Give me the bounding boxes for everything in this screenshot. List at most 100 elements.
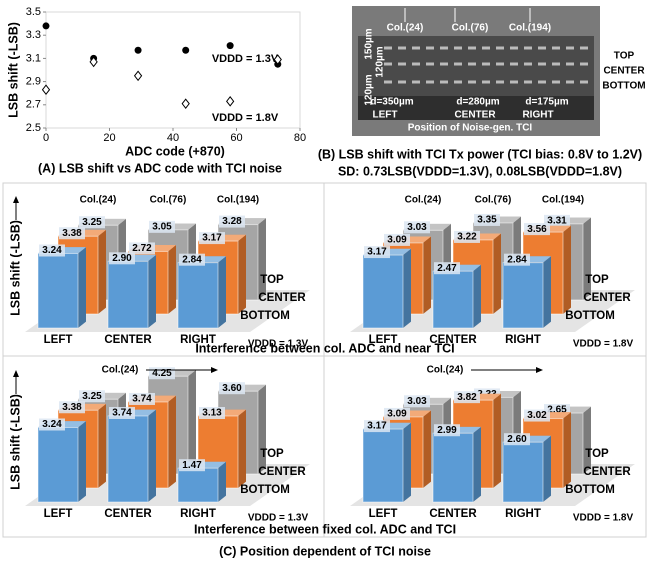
position-label: LEFT	[373, 110, 398, 121]
value-label: 3.13	[202, 408, 222, 419]
row-label: CENTER	[583, 466, 631, 478]
value-label: 3.17	[367, 247, 387, 258]
category-label: CENTER	[429, 334, 477, 346]
distance-label: d=350µm	[370, 97, 413, 108]
bar-shade	[403, 249, 411, 328]
bar-shade	[148, 255, 156, 328]
value-label: 3.25	[82, 217, 102, 228]
bar-shade	[493, 394, 501, 488]
y-tick-label: 2.7	[26, 99, 41, 111]
y-tick-label: 3.5	[26, 6, 41, 18]
dimension-label: 150µm	[364, 28, 375, 59]
caption-b: (B) LSB shift with TCI Tx power (TCI bia…	[318, 147, 642, 161]
dimension-label: 120µm	[375, 46, 386, 77]
micrograph-region	[358, 36, 594, 98]
row-label: TOP	[585, 448, 609, 460]
bar-shade	[543, 256, 551, 328]
bar-shade	[543, 436, 551, 502]
column-label: Col.(24)	[387, 23, 424, 34]
bar-shade	[403, 423, 411, 502]
category-label: LEFT	[44, 508, 73, 520]
bar-shade	[78, 421, 86, 502]
value-label: 3.56	[527, 224, 547, 235]
point	[182, 47, 189, 54]
position-label: CENTER	[454, 110, 496, 121]
y-tick-label: 3.3	[26, 29, 41, 41]
caption-a: (A) LSB shift vs ADC code with TCI noise	[38, 161, 282, 175]
bar-shade	[218, 256, 226, 328]
category-label: CENTER	[104, 508, 152, 520]
value-label: 3.38	[62, 228, 82, 239]
value-label: 3.03	[407, 222, 427, 233]
category-label: RIGHT	[505, 334, 541, 346]
category-label: CENTER	[104, 334, 152, 346]
bar	[363, 255, 403, 328]
value-label: 3.24	[42, 245, 62, 256]
bar	[38, 253, 78, 328]
bar	[503, 442, 543, 502]
value-label: 2.84	[182, 254, 202, 265]
row-label: CENTER	[583, 292, 631, 304]
row-label: TOP	[260, 448, 284, 460]
value-label: 3.82	[457, 392, 477, 403]
bar	[433, 271, 473, 328]
arrow-head	[211, 367, 218, 373]
bar	[38, 427, 78, 502]
bar-shade	[188, 370, 196, 474]
y-axis-title: LSB shift (-LSB)	[8, 394, 22, 490]
bar-shade	[563, 226, 571, 314]
value-label: 2.47	[437, 263, 457, 274]
bar-shade	[423, 237, 431, 314]
value-label: 3.09	[387, 235, 407, 246]
bar-shade	[238, 235, 246, 314]
value-label: 3.09	[387, 409, 407, 420]
bar-shade	[218, 462, 226, 502]
point	[227, 42, 234, 49]
point	[135, 71, 142, 80]
row-label: BOTTOM	[240, 484, 290, 496]
caption-b-sd: SD: 0.73LSB(VDDD=1.3V), 0.08LSB(VDDD=1.8…	[338, 164, 622, 178]
category-label: CENTER	[429, 508, 477, 520]
value-label: 3.74	[112, 408, 132, 419]
row-label: TOP	[614, 51, 635, 62]
position-label: RIGHT	[522, 110, 553, 121]
figure: ADC code (+870) (A) LSB shift vs ADC cod…	[0, 0, 649, 563]
column-label: Col.(24)	[80, 195, 117, 206]
section-title: Interference between fixed col. ADC and …	[194, 522, 456, 536]
arrow-head	[13, 370, 19, 377]
category-label: LEFT	[44, 334, 73, 346]
value-label: 3.31	[547, 216, 567, 227]
bar-shade	[493, 234, 501, 314]
value-label: 3.03	[407, 396, 427, 407]
section-title: Interference between col. ADC and near T…	[195, 341, 454, 355]
column-label: Col.(76)	[452, 23, 489, 34]
column-label: Col.(24)	[102, 365, 139, 376]
value-label: 2.72	[132, 243, 152, 254]
row-label: BOTTOM	[565, 484, 615, 496]
bar-shade	[168, 396, 176, 488]
y-axis-title: LSB shift (-LSB)	[6, 22, 20, 118]
column-label: Col.(194)	[509, 23, 551, 34]
bar-shade	[98, 230, 106, 314]
bar-shade	[78, 247, 86, 328]
bar-shade	[563, 412, 571, 488]
row-label: CENTER	[603, 66, 645, 77]
value-label: 3.25	[82, 391, 102, 402]
bar-shade	[98, 404, 106, 488]
x-tick-label: 0	[43, 132, 49, 144]
row-label: TOP	[260, 274, 284, 286]
bar	[433, 433, 473, 502]
column-label: Col.(24)	[405, 195, 442, 206]
bar-shade	[473, 427, 481, 502]
plot-area	[46, 12, 300, 128]
category-label: RIGHT	[180, 508, 216, 520]
note: VDDD = 1.3V	[248, 513, 309, 524]
bar-shade	[583, 407, 591, 474]
category-label: LEFT	[369, 508, 398, 520]
value-label: 3.24	[42, 419, 62, 430]
row-label: BOTTOM	[602, 81, 645, 92]
value-label: 3.38	[62, 402, 82, 413]
bar	[108, 416, 148, 502]
bar	[178, 263, 218, 328]
value-label: 3.17	[202, 233, 222, 244]
